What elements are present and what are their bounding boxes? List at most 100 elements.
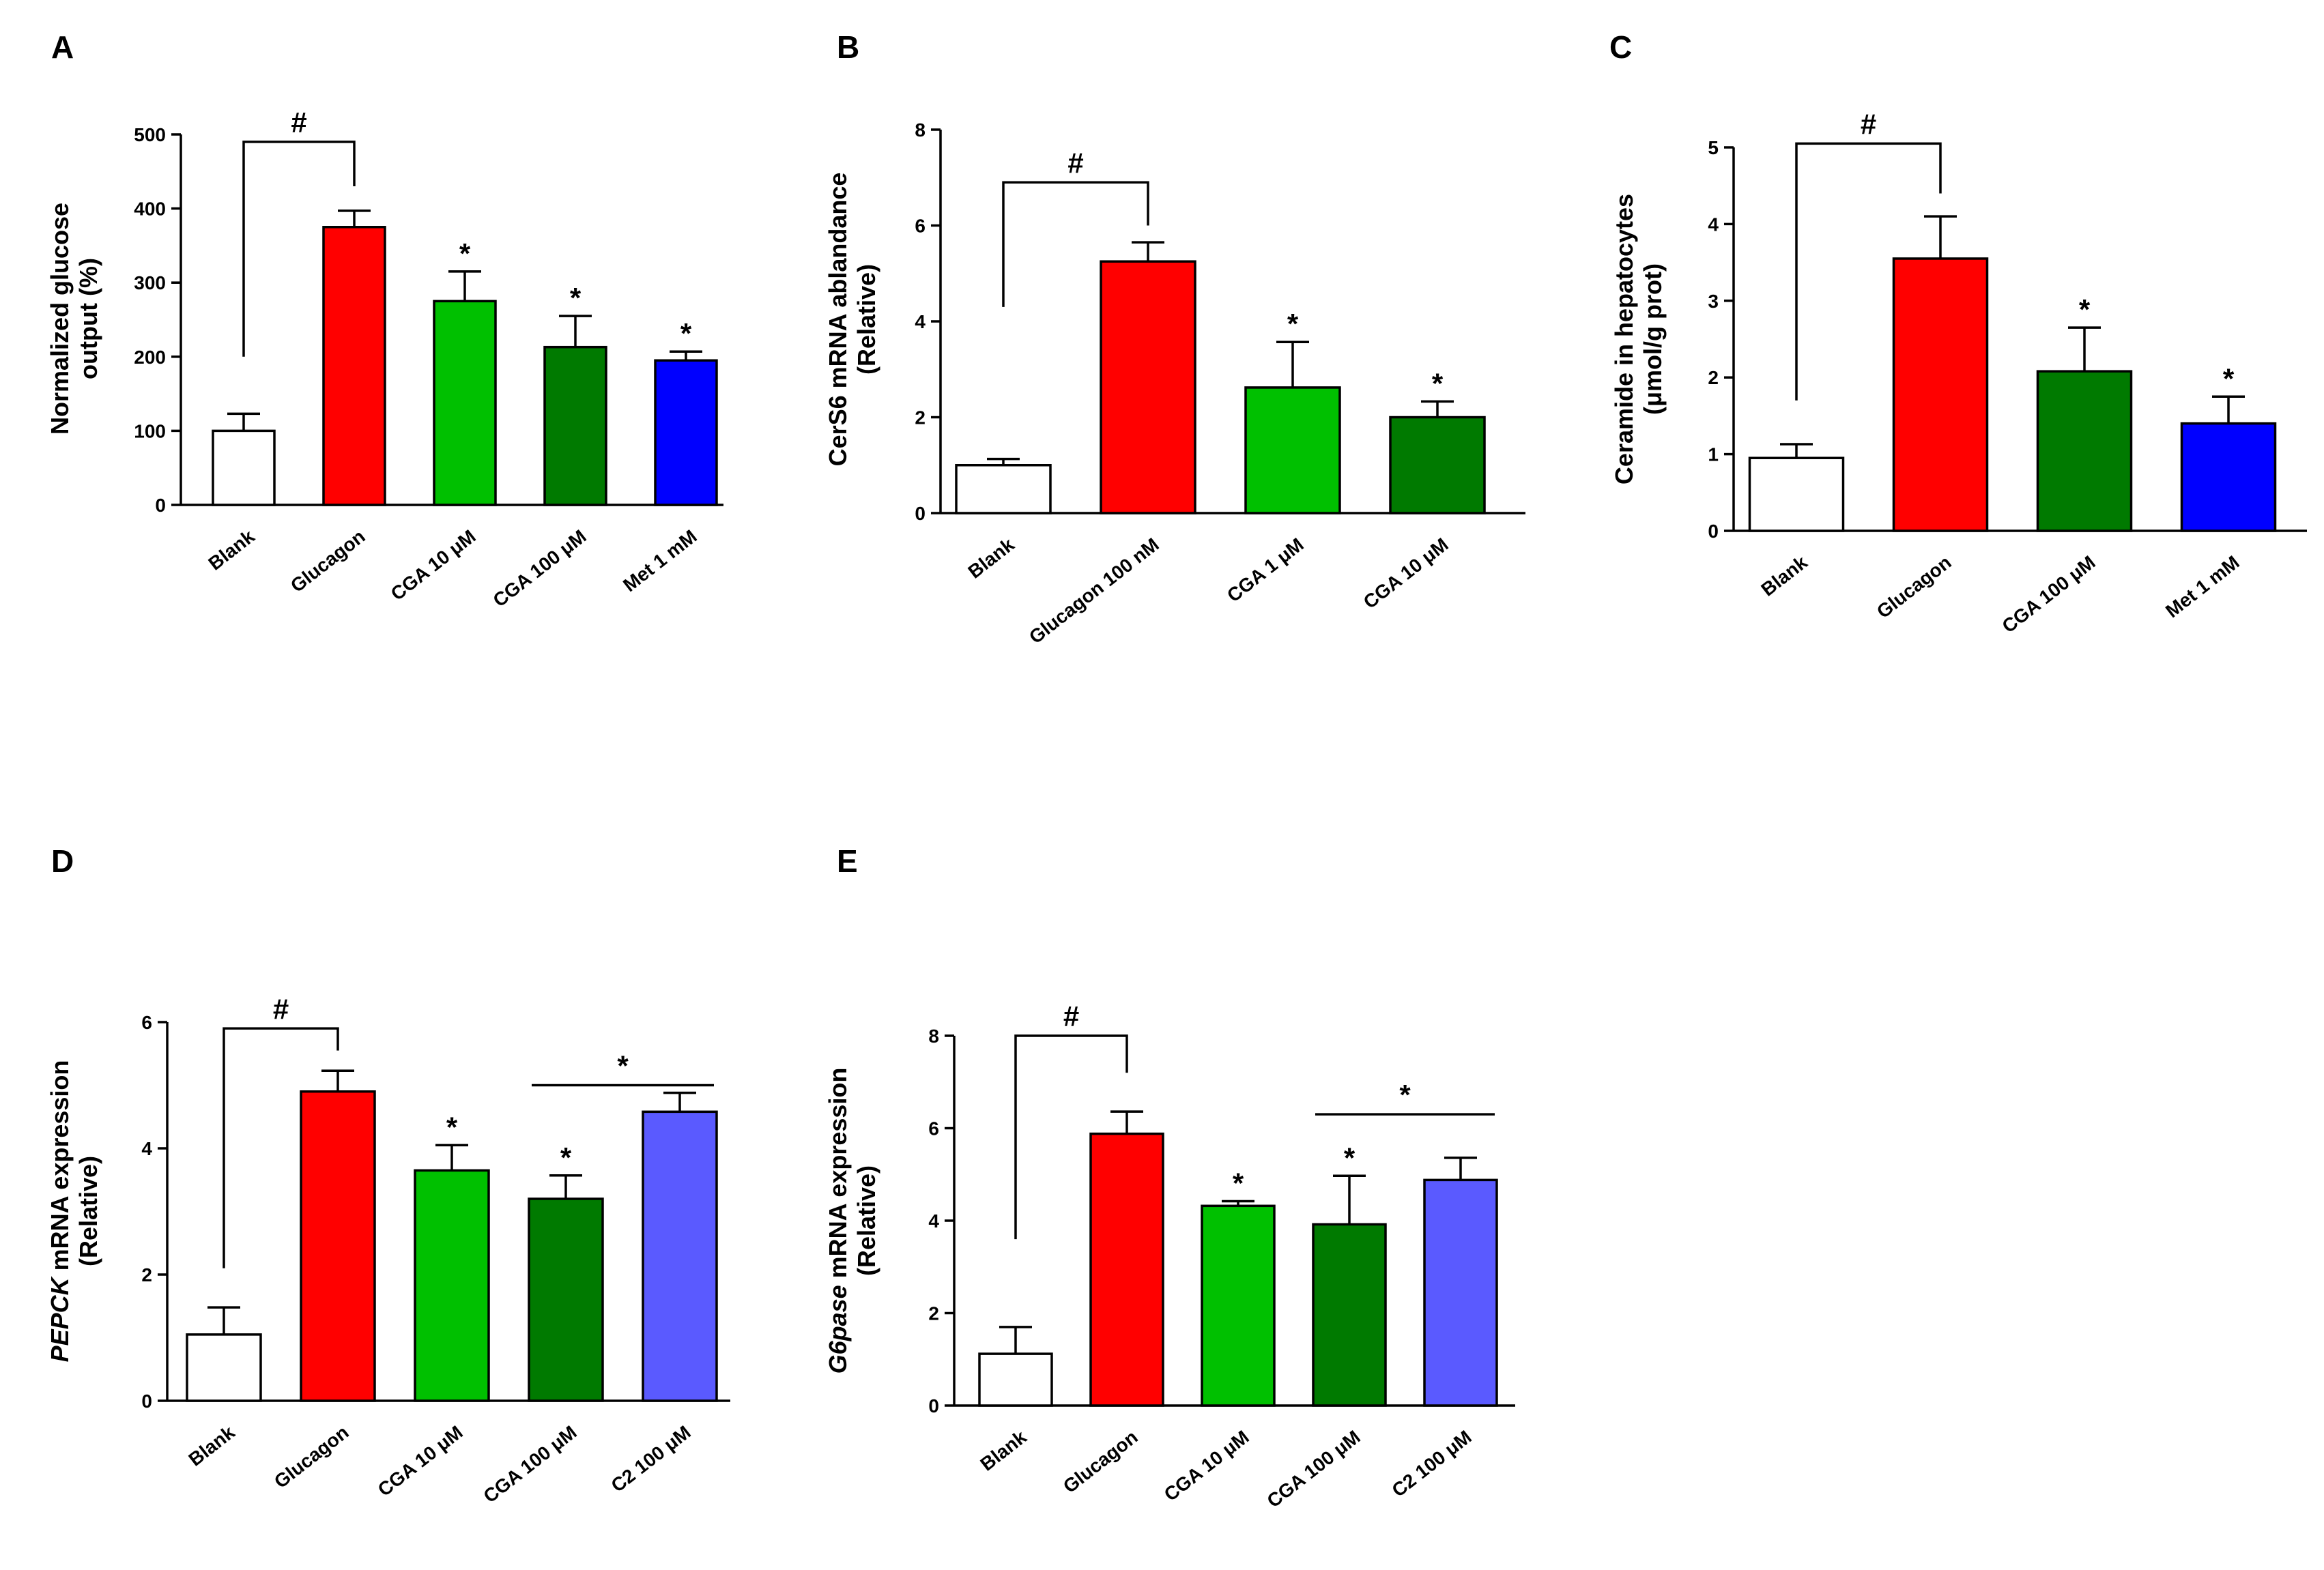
panel-b-bracket (1002, 181, 1149, 307)
panel-d-bar-cga-10-m (414, 1169, 490, 1402)
panel-a-bracket (242, 141, 356, 357)
panel-d-category-label: C2 100 μM (607, 1421, 694, 1496)
panel-e-bracket-label: # (1063, 1000, 1079, 1032)
panel-e-bar-blank (978, 1352, 1053, 1407)
panel-b-category-label: CGA 1 μM (1223, 534, 1308, 606)
panel-a: A 0 100 200 300 400 500 Normalized glucoseoutpu… (46, 29, 723, 611)
panel-b-letter: B (837, 29, 859, 65)
panel-d-y-tick-label: 2 (141, 1264, 152, 1285)
panel-c-bar-met-1-mm (2180, 422, 2277, 532)
panel-a-significance-star: * (570, 282, 582, 314)
panel-c-significance-star: * (2079, 293, 2091, 325)
panel-a-significance-star: * (459, 237, 471, 270)
panel-d-y-label-part: PEPCK (46, 1275, 74, 1362)
panel-d-bar-blank (186, 1333, 262, 1402)
panel-e-y-label: G6pase mRNA expression(Relative) (824, 1068, 880, 1374)
panel-e-y-label-part: G6pase (824, 1285, 852, 1373)
panel-e-significance-star: * (1344, 1142, 1355, 1174)
panel-e-letter: E (837, 843, 858, 879)
panel-d: D 0 2 4 6 PEPCK mRNA expression(Relative) Blan… (46, 843, 730, 1507)
panel-c-y-tick-label: 1 (1708, 444, 1719, 465)
panel-c-y-tick-label: 4 (1708, 214, 1719, 235)
panel-b-y-label-line: (Relative) (852, 264, 880, 375)
panel-b-y-tick-label: 4 (915, 311, 926, 332)
panel-b-category-label: CGA 10 μM (1360, 534, 1452, 613)
panel-d-significance-star: * (446, 1111, 458, 1143)
panel-e-y-tick-label: 2 (928, 1303, 939, 1324)
panel-b-bar-cga-10-m (1389, 416, 1486, 514)
panel-a-y-tick-label: 100 (134, 420, 166, 441)
panel-b: B 0 2 4 6 8 CerS6 mRNA ablandance(Relative) Bla… (824, 29, 1525, 648)
panel-c-y-tick-label: 2 (1708, 367, 1719, 388)
panel-d-bar-c2-100-m (642, 1110, 718, 1402)
panel-e-y-label-part: mRNA expression (824, 1068, 852, 1285)
panel-e-y-tick-label: 0 (928, 1395, 939, 1416)
panel-e-category-label: Blank (977, 1426, 1031, 1475)
panel-b-bar-blank (955, 464, 1052, 514)
panel-a-y-tick-label: 400 (134, 199, 166, 220)
panel-a-category-label: Met 1 mM (619, 525, 701, 596)
panel-a-bar-met-1-mm (654, 359, 718, 506)
panel-e-category-label: CGA 10 μM (1160, 1426, 1253, 1505)
panel-a-y-tick-label: 200 (134, 347, 166, 368)
panel-d-bar-glucagon (300, 1090, 376, 1402)
panel-d-comparison-star: * (617, 1050, 629, 1082)
panel-e: E 0 2 4 6 8 G6pase mRNA expression(Relative) Bl… (824, 843, 1515, 1512)
panel-d-y-label: PEPCK mRNA expression(Relative) (46, 1060, 102, 1363)
panel-e-y-label-line: G6pase mRNA expression (824, 1068, 852, 1374)
panel-e-bar-glucagon (1089, 1132, 1164, 1407)
panel-c-category-label: Glucagon (1873, 551, 1955, 622)
panel-c-y-tick-label: 0 (1708, 521, 1719, 542)
panel-a-bracket-label: # (291, 106, 306, 139)
panel-d-bracket-label: # (273, 993, 289, 1025)
panel-b-bar-glucagon-100-nm (1100, 260, 1196, 514)
panel-c-significance-star: * (2223, 362, 2235, 394)
panel-c-letter: C (1609, 29, 1632, 65)
panel-d-category-label: CGA 10 μM (374, 1421, 467, 1500)
panel-b-category-label: Blank (964, 534, 1019, 583)
panel-e-category-label: C2 100 μM (1388, 1426, 1475, 1501)
panel-c-category-label: CGA 100 μM (1998, 551, 2099, 637)
panel-a-category-label: CGA 10 μM (387, 525, 480, 605)
panel-e-bar-cga-100-m (1312, 1223, 1387, 1407)
panel-a-category-label: CGA 100 μM (489, 525, 590, 611)
panel-c-category-label: Met 1 mM (2162, 551, 2243, 622)
panel-a-category-label: Glucagon (287, 525, 369, 596)
panel-d-letter: D (51, 843, 74, 879)
panel-c-y-label: Ceramide in hepatocytes(μmol/g prot) (1610, 194, 1667, 484)
panel-b-y-label-line: CerS6 mRNA ablandance (824, 173, 852, 467)
panel-d-bar-cga-100-m (528, 1197, 604, 1402)
panel-e-y-label-line: (Relative) (852, 1165, 880, 1276)
panel-a-category-label: Blank (205, 525, 259, 575)
panel-c-y-label-line: Ceramide in hepatocytes (1610, 194, 1638, 484)
panel-d-y-tick-label: 0 (141, 1391, 152, 1412)
panel-d-significance-star: * (560, 1142, 572, 1174)
panel-d-y-label-part: mRNA expression (46, 1060, 74, 1278)
panel-d-y-tick-label: 6 (141, 1012, 152, 1033)
panel-c-bar-cga-100-m (2036, 370, 2133, 532)
panel-a-y-label-line: output (%) (74, 258, 102, 379)
panel-b-bar-cga-1-m (1244, 386, 1341, 514)
panel-d-y-label-line: (Relative) (74, 1156, 102, 1266)
panel-e-bar-cga-10-m (1201, 1204, 1276, 1407)
panel-a-y-tick-label: 500 (134, 124, 166, 145)
panel-e-category-label: Glucagon (1059, 1426, 1142, 1497)
panel-c-y-label-line: (μmol/g prot) (1639, 263, 1667, 415)
panel-e-bracket (1014, 1034, 1128, 1240)
panel-c: C 0 1 2 3 4 5 Ceramide in hepatocytes(μmol/g pr… (1609, 29, 2307, 637)
panel-e-y-tick-label: 8 (928, 1026, 939, 1047)
panel-a-significance-star: * (680, 317, 692, 349)
panel-c-bar-blank (1748, 456, 1845, 532)
panel-e-y-tick-label: 6 (928, 1118, 939, 1139)
panel-a-letter: A (51, 29, 74, 65)
panel-a-y-label-line: Normalized glucose (46, 203, 74, 435)
panel-a-bar-glucagon (322, 226, 386, 506)
panel-d-y-tick-label: 4 (141, 1138, 152, 1159)
panel-b-y-label: CerS6 mRNA ablandance(Relative) (824, 173, 880, 467)
panel-c-bracket-label: # (1861, 108, 1876, 140)
panel-e-category-label: CGA 100 μM (1263, 1426, 1364, 1511)
panel-d-category-label: Blank (185, 1421, 240, 1470)
panel-b-y-tick-label: 8 (915, 119, 926, 141)
panel-b-significance-star: * (1287, 308, 1299, 340)
